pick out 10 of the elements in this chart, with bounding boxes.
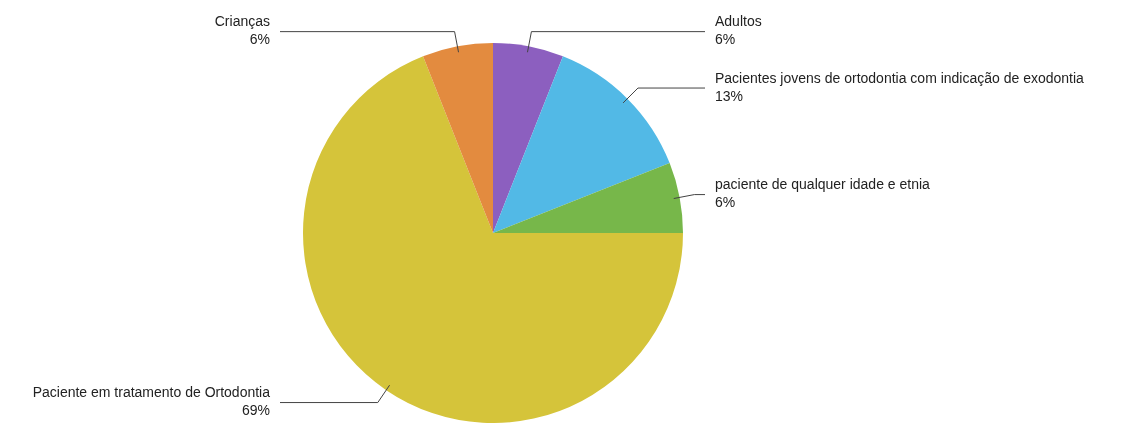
slice-label: paciente de qualquer idade e etnia [715, 176, 931, 193]
data-label: 6% [715, 31, 736, 48]
data-label: 6% [715, 194, 736, 211]
slice-label: Crianças [214, 13, 270, 30]
slice-label: Pacientes jovens de ortodontia com indicação de exodontia [715, 69, 1085, 86]
data-label: 13% [715, 87, 744, 104]
slice-label: Adultos [715, 13, 762, 30]
slice-label: Paciente em tratamento de Ortodontia [32, 384, 271, 401]
data-label: 6% [249, 31, 270, 48]
data-label: 69% [241, 402, 270, 419]
